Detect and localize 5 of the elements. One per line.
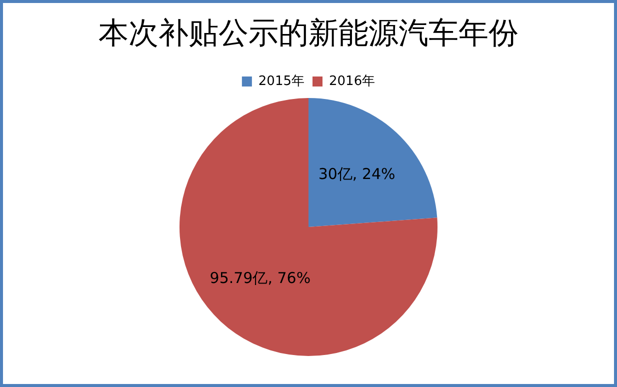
data-label: 95.79亿, 76% — [210, 268, 311, 287]
legend-label: 2016年 — [329, 74, 376, 89]
data-label: 30亿, 24% — [318, 164, 396, 183]
chart-title: 本次补贴公示的新能源汽车年份 — [98, 16, 518, 51]
legend-label: 2015年 — [258, 74, 305, 89]
